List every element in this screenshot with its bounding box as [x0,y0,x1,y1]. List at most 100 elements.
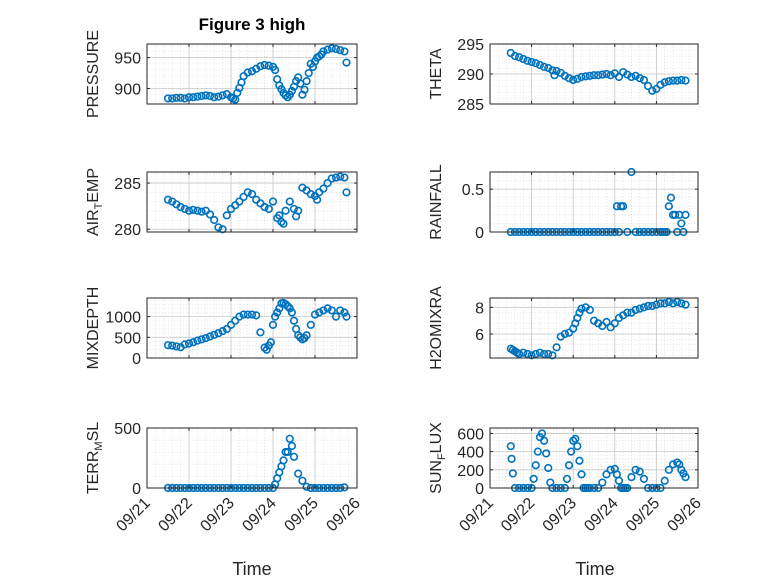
y-tick-label: 950 [114,51,141,68]
data-point [201,91,210,100]
data-point [235,312,244,321]
data-point [673,297,682,307]
chart-panel-2: 285 290 295 THETA [428,37,699,114]
data-point [176,93,185,102]
data-point [548,351,557,360]
data-point [606,465,615,474]
chart-panel-1: 900 950 PRESSURE [85,30,358,118]
data-point [210,93,219,102]
axes-box [146,43,358,105]
data-point [310,310,320,319]
data-point [537,429,547,438]
data-point [287,86,297,96]
data-point [515,349,524,359]
data-point [643,301,653,311]
x-tick-label: 09/21 [456,495,496,535]
data-point [285,304,294,313]
data-point [635,304,644,313]
data-point [279,219,288,228]
data-point [671,210,680,219]
data-point [673,458,682,467]
data-point [668,76,678,85]
data-point [313,195,322,204]
x-tick-label: 09/24 [239,495,279,535]
data-point [279,456,288,465]
x-tick-label: 09/26 [323,495,363,535]
data-point [271,312,280,321]
x-tick-label: 09/24 [581,495,621,535]
data-point [598,70,607,79]
y-tick-label: 1000 [105,310,141,327]
data-point [287,308,297,317]
data-point [342,312,351,321]
data-point [610,319,619,328]
data-point [573,442,582,451]
figure-title: Figure 3 high [199,15,306,34]
data-point [205,91,215,101]
data-point [652,300,661,309]
data-point [340,308,349,317]
data-point [214,223,223,232]
data-point [648,301,657,311]
data-point [277,217,286,226]
data-point [631,71,640,80]
data-point [184,339,194,348]
x-tick-label: 09/22 [155,495,195,535]
y-tick-label: 0 [132,481,141,498]
data-point [340,483,349,492]
data-point [193,92,202,101]
x-tick-label: 09/26 [664,495,704,535]
data-point [539,436,549,445]
data-point [264,204,273,214]
axes-box [489,427,699,489]
chart-panel-4: 0 0.5 RAINFALL [428,164,699,242]
data-point [184,206,194,215]
data-point [205,332,215,341]
data-point [205,210,215,219]
chart-panel-7: 0 500 09/21 09/22 09/23 09/24 09/25 09/26 TERRMS… [85,421,364,535]
y-tick-label: 0 [475,225,484,242]
x-axis-title-right: Time [575,559,614,579]
data-point [331,44,341,54]
data-point [189,338,198,347]
data-point [535,348,545,357]
y-tick-label: 290 [457,67,484,84]
data-point [268,197,278,206]
data-point [544,463,553,473]
y-axis-label: SUNFLUX [428,422,448,494]
data-point [281,91,290,100]
data-point [614,476,624,485]
data-point [260,202,269,212]
data-point [652,84,661,94]
data-point [560,329,569,339]
data-point [315,308,324,317]
y-tick-label: 900 [114,82,141,99]
y-tick-label: 200 [457,463,484,480]
data-point [515,53,524,62]
data-point [172,93,181,102]
data-point [627,72,636,82]
chart-panel-3: 280 285 AIRTEMP [85,168,358,239]
data-point [218,91,227,100]
data-point [575,456,584,465]
data-point [302,77,311,86]
data-point [302,482,311,491]
data-point [664,202,673,211]
plot-area [147,428,357,488]
data-point [552,66,561,76]
data-point [577,470,586,479]
plot-area [147,172,357,232]
data-point [319,184,328,193]
data-point [323,178,332,188]
axes-box [146,297,358,359]
data-point [527,57,536,67]
y-tick-label: 400 [457,445,484,462]
data-point [577,72,586,82]
data-point [619,202,628,211]
data-point [598,478,607,487]
x-tick-label: 09/23 [197,495,237,535]
data-point [214,329,223,338]
data-point [575,308,584,317]
data-point [602,470,611,479]
data-point [531,59,540,68]
